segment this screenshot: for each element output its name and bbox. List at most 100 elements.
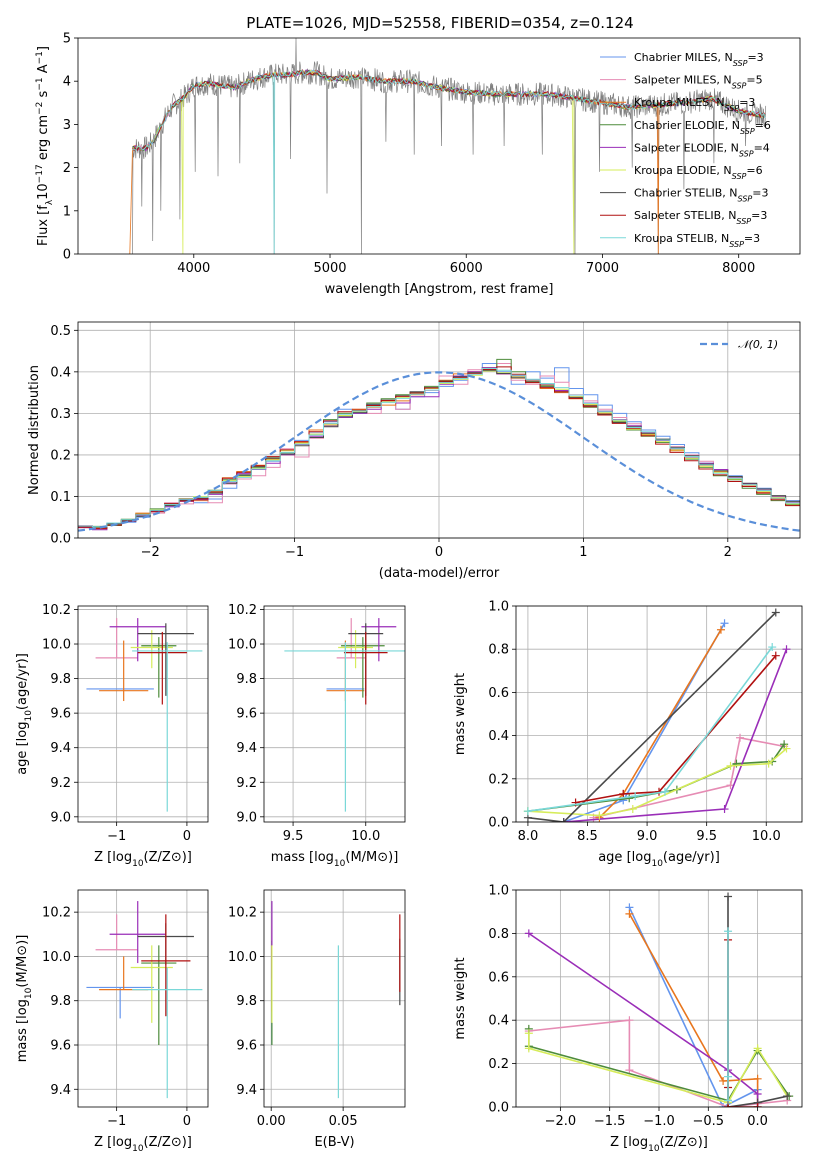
model-line-8 <box>132 69 766 254</box>
axes-frame <box>263 889 406 1108</box>
plus-marker-8 <box>523 807 532 816</box>
plus-marker-1 <box>625 1066 634 1075</box>
legend-label-2: Kroupa MILES, NSSP=3 <box>634 96 755 113</box>
y-tick-label: 1.0 <box>488 884 509 899</box>
y-tick-label: 0 <box>63 248 71 263</box>
plus-marker-5 <box>595 811 604 820</box>
weight-line-7 <box>575 655 777 804</box>
y-tick-label: 0.6 <box>488 970 509 985</box>
y-tick-label: 9.8 <box>236 994 257 1009</box>
x-tick-label: 9.5 <box>283 829 304 844</box>
x-tick-label: 0 <box>435 545 443 560</box>
plus-marker-5 <box>628 805 637 814</box>
axis-label: wavelength [Angstrom, rest frame] <box>325 282 554 297</box>
plot-area <box>86 618 203 812</box>
x-tick-label: 0 <box>183 1114 191 1129</box>
panel-residuals: −2 −1 0 1 2 0.0 0.1 0.2 0.3 0.4 0.5 𝒩(0, 1) (data-mo… <box>27 321 801 581</box>
plus-marker-1 <box>625 1016 634 1025</box>
plus-marker-8 <box>631 792 640 801</box>
x-tick-label: 10.0 <box>752 829 781 844</box>
y-tick-label: 0.4 <box>488 1014 509 1029</box>
y-tick-label: 3 <box>63 118 71 133</box>
figure-title: PLATE=1026, MJD=52558, FIBERID=0354, z=0… <box>246 14 633 32</box>
axis-label: E(B-V) <box>314 1135 354 1150</box>
x-tick-label: 0.05 <box>329 1114 358 1129</box>
axes-frame <box>515 889 803 1108</box>
weight-line-6 <box>527 611 777 822</box>
weight-line-8 <box>527 646 773 812</box>
x-tick-label: 7000 <box>586 261 619 276</box>
y-tick-label: 1.0 <box>488 600 509 615</box>
plus-marker-5 <box>524 1044 533 1053</box>
plus-marker-8 <box>768 643 777 652</box>
x-tick-label: −2 <box>141 545 160 560</box>
plus-marker-4 <box>524 929 533 938</box>
plus-marker-5 <box>524 1029 533 1038</box>
axes-frame <box>77 37 801 255</box>
axes-frame <box>77 889 209 1108</box>
legend-label-5: Kroupa ELODIE, NSSP=6 <box>634 164 763 181</box>
y-tick-label: 10.2 <box>228 603 257 618</box>
x-tick-label: 8.5 <box>577 829 598 844</box>
axis-label: age [log10(age/yr)] <box>15 653 34 775</box>
y-tick-label: 0.2 <box>488 772 509 787</box>
y-tick-label: 9.6 <box>236 1039 257 1054</box>
axis-label: Z [log10(Z/Z⊙)] <box>94 1135 192 1154</box>
plus-marker-4 <box>720 805 729 814</box>
plus-marker-5 <box>753 1044 762 1053</box>
x-tick-label: 9.5 <box>696 829 717 844</box>
axis-label: Flux [fλ10−17 erg cm−2 s−1 A−1] <box>35 46 55 246</box>
plus-marker-5 <box>764 759 773 768</box>
axis-label: mass [log10(M/M⊙)] <box>271 850 399 869</box>
x-tick-label: −1.0 <box>643 1114 675 1129</box>
legend-label-8: Kroupa STELIB, NSSP=3 <box>634 232 760 249</box>
x-tick-label: 2 <box>724 545 732 560</box>
y-tick-label: 9.8 <box>236 672 257 687</box>
plus-marker-0 <box>720 619 729 628</box>
y-tick-label: 9.6 <box>236 707 257 722</box>
plot-area <box>129 38 767 254</box>
y-tick-label: 0.0 <box>488 1101 509 1116</box>
plus-marker-6 <box>559 818 568 822</box>
plus-marker-8 <box>724 927 733 936</box>
y-tick-label: 0.2 <box>488 1057 509 1072</box>
x-tick-label: 8.0 <box>518 829 539 844</box>
x-tick-label: 1 <box>579 545 587 560</box>
legend-label-3: Chabrier ELODIE, NSSP=6 <box>634 119 771 136</box>
gaussian-curve <box>78 371 800 532</box>
legend-label-6: Chabrier STELIB, NSSP=3 <box>634 187 768 204</box>
plus-marker-8 <box>660 787 669 796</box>
legend-label-1: Salpeter MILES, NSSP=5 <box>634 74 763 91</box>
plus-marker-6 <box>724 892 733 901</box>
plus-marker-8 <box>724 1072 733 1081</box>
histogram-series-8 <box>78 368 800 528</box>
y-tick-label: 0.8 <box>488 643 509 658</box>
y-tick-label: 9.0 <box>236 810 257 825</box>
y-tick-label: 0.4 <box>488 729 509 744</box>
plus-marker-6 <box>771 608 780 617</box>
axes-frame <box>77 605 209 823</box>
plot-area <box>78 358 800 532</box>
plus-marker-2 <box>716 625 725 634</box>
x-tick-label: 5000 <box>313 261 346 276</box>
x-tick-label: 4000 <box>177 261 210 276</box>
y-tick-label: 9.4 <box>50 741 71 756</box>
axes-frame <box>515 605 803 823</box>
y-tick-label: 10.0 <box>228 950 257 965</box>
axes-frame <box>77 321 801 539</box>
x-tick-label: −1 <box>107 1114 126 1129</box>
x-tick-label: 0 <box>183 829 191 844</box>
x-tick-label: −1 <box>107 829 126 844</box>
plot-area <box>284 618 405 812</box>
y-tick-label: 5 <box>63 32 71 47</box>
y-tick-label: 0.0 <box>50 532 71 547</box>
legend-label-7: Salpeter STELIB, NSSP=3 <box>634 209 767 226</box>
x-tick-label: 8000 <box>722 261 755 276</box>
y-tick-label: 0.0 <box>488 816 509 831</box>
plot-area <box>524 892 794 1107</box>
plus-marker-3 <box>780 740 789 749</box>
plus-marker-6 <box>783 1092 792 1101</box>
legend-label-4: Salpeter ELODIE, NSSP=4 <box>634 141 770 158</box>
plot-area <box>271 901 401 1099</box>
y-tick-label: 10.2 <box>42 603 71 618</box>
